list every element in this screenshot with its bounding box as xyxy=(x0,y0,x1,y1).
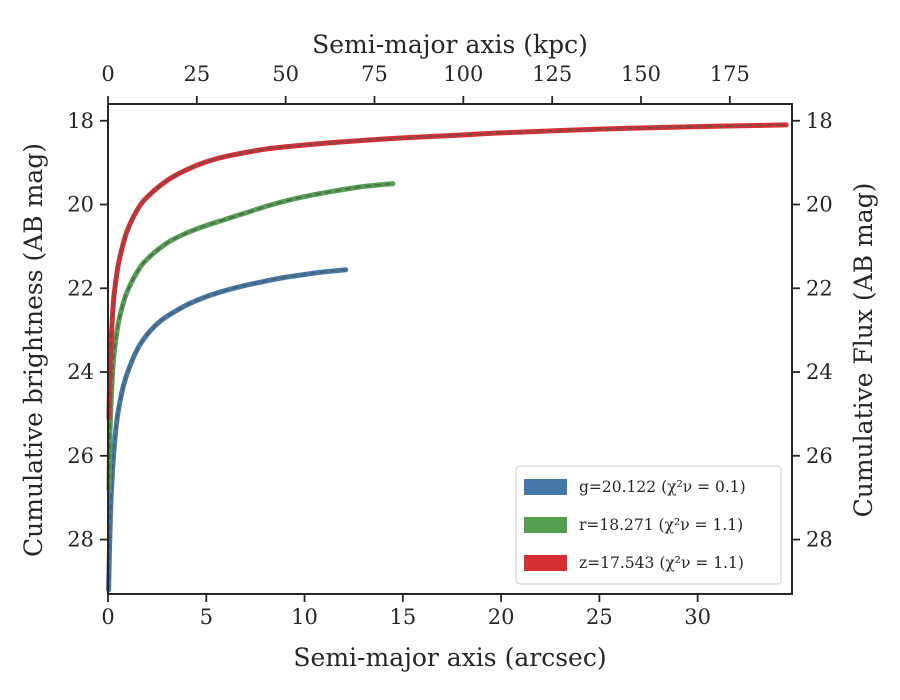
top-tick-label: 175 xyxy=(710,62,750,86)
right-axis-title: Cumulative Flux (AB mag) xyxy=(849,183,878,518)
y-axis-title: Cumulative brightness (AB mag) xyxy=(19,143,48,557)
series-fit-line-g xyxy=(107,269,346,590)
y-tick-label: 18 xyxy=(67,109,94,133)
y-tick-label: 22 xyxy=(67,276,94,300)
legend-swatch xyxy=(524,555,567,571)
plot-frame xyxy=(107,103,793,595)
right-tick-label: 24 xyxy=(806,360,833,384)
series-line-g xyxy=(106,267,349,593)
right-tick-label: 26 xyxy=(806,444,833,468)
x-tick-label: 30 xyxy=(684,605,711,629)
y-tick-label: 20 xyxy=(67,193,94,217)
series-line-r xyxy=(106,181,396,492)
series-fit-line-z xyxy=(108,124,787,419)
y-tick-label: 28 xyxy=(67,528,94,552)
series-line-z xyxy=(106,122,789,421)
top-tick-label: 0 xyxy=(101,62,114,86)
x-tick-label: 0 xyxy=(101,605,114,629)
legend: g=20.122 (χ²ν = 0.1) r=18.271 (χ²ν = 1.1)… xyxy=(515,465,782,585)
top-tick-label: 100 xyxy=(443,62,483,86)
x-tick-label: 25 xyxy=(586,605,613,629)
right-tick-label: 20 xyxy=(806,193,833,217)
right-tick-label: 22 xyxy=(806,276,833,300)
x-axis-title: Semi-major axis (arcsec) xyxy=(293,643,606,672)
right-tick-label: 18 xyxy=(806,109,833,133)
y-tick-label: 24 xyxy=(67,360,94,384)
top-tick-label: 150 xyxy=(621,62,661,86)
legend-box xyxy=(515,465,782,585)
legend-label: z=17.543 (χ²ν = 1.1) xyxy=(579,554,744,572)
top-tick-label: 125 xyxy=(532,62,572,86)
x-tick-label: 5 xyxy=(200,605,213,629)
top-tick-label: 50 xyxy=(272,62,299,86)
x-tick-label: 20 xyxy=(488,605,515,629)
top-axis-title: Semi-major axis (kpc) xyxy=(312,30,588,59)
x-tick-label: 15 xyxy=(389,605,416,629)
legend-swatch xyxy=(524,517,567,533)
right-tick-label: 28 xyxy=(806,528,833,552)
legend-swatch xyxy=(524,479,567,495)
plot-series xyxy=(106,122,789,593)
top-tick-label: 75 xyxy=(361,62,388,86)
axis-ticks: 0 5 10 15 20 25 30 0 25 50 75 100 125 150 175 18 18 20 20 2… xyxy=(67,62,832,629)
top-tick-label: 25 xyxy=(183,62,210,86)
legend-label: g=20.122 (χ²ν = 0.1) xyxy=(579,478,746,496)
legend-label: r=18.271 (χ²ν = 1.1) xyxy=(579,516,743,534)
y-tick-label: 26 xyxy=(67,444,94,468)
series-fit-line-r xyxy=(108,182,394,490)
x-tick-label: 10 xyxy=(291,605,318,629)
